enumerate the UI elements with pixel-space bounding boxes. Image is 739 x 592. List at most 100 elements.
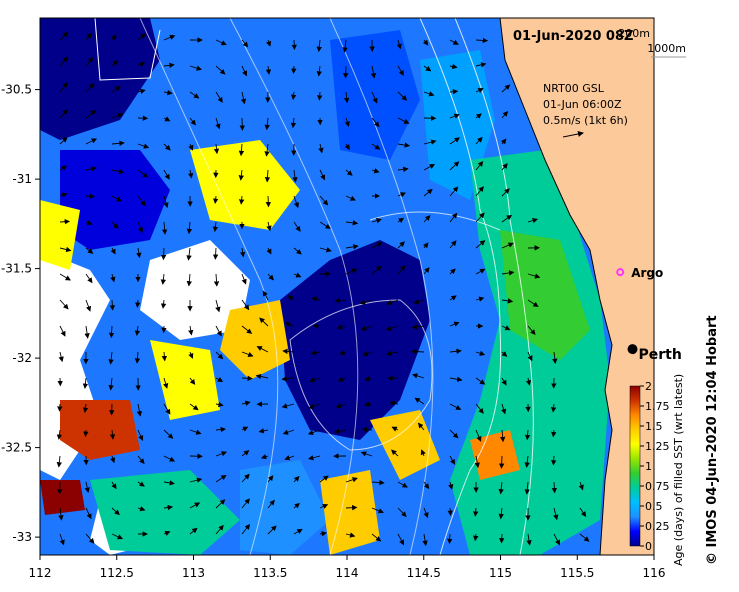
current-vector bbox=[498, 455, 505, 469]
current-vector bbox=[498, 481, 504, 495]
no-data-mid-west bbox=[140, 240, 250, 340]
current-vector bbox=[501, 325, 511, 331]
current-vector bbox=[423, 91, 435, 97]
x-tick-label-7: 115.5 bbox=[560, 566, 594, 580]
current-vector bbox=[501, 214, 513, 223]
current-vector bbox=[267, 273, 274, 281]
current-vector bbox=[414, 397, 425, 405]
current-vector bbox=[551, 455, 557, 466]
current-vector bbox=[371, 265, 382, 275]
current-vector bbox=[423, 267, 430, 275]
current-vector bbox=[475, 403, 484, 414]
current-vector bbox=[238, 195, 245, 205]
current-vector bbox=[449, 39, 459, 45]
current-vector bbox=[59, 165, 67, 171]
current-vector bbox=[307, 429, 321, 436]
current-vector bbox=[411, 324, 425, 330]
current-vector bbox=[161, 221, 168, 235]
depth-contour-a bbox=[94, 18, 161, 81]
current-vector bbox=[345, 504, 358, 511]
current-vector bbox=[136, 403, 143, 417]
current-vector bbox=[111, 140, 125, 146]
current-vector bbox=[293, 528, 303, 535]
x-tick-label-0: 112 bbox=[29, 566, 52, 580]
x-tick-label-1: 112.5 bbox=[100, 566, 134, 580]
current-vector bbox=[267, 525, 277, 535]
x-tick-label-6: 115 bbox=[489, 566, 512, 580]
current-vector bbox=[449, 212, 458, 223]
current-vector bbox=[188, 325, 194, 336]
current-vector bbox=[109, 429, 116, 440]
current-vector bbox=[385, 350, 399, 357]
age-patch-north bbox=[330, 30, 420, 160]
current-vector bbox=[241, 325, 253, 334]
current-vector bbox=[262, 290, 269, 301]
credit-text: © IMOS 04-Jun-2020 12:04 Hobart bbox=[705, 315, 720, 565]
current-vector bbox=[85, 220, 93, 226]
age-patch-yellow-w bbox=[40, 200, 80, 270]
perth-label: Perth bbox=[639, 347, 682, 363]
current-vector bbox=[264, 169, 271, 183]
current-vector bbox=[59, 246, 72, 253]
current-vector bbox=[293, 475, 300, 483]
current-vector bbox=[449, 295, 457, 301]
current-vector bbox=[85, 166, 97, 172]
current-vector bbox=[319, 195, 329, 206]
current-vector bbox=[308, 455, 321, 461]
current-vector bbox=[345, 268, 358, 275]
current-vector bbox=[361, 426, 373, 433]
current-vector bbox=[290, 117, 297, 129]
current-vector bbox=[59, 56, 69, 67]
current-vector bbox=[308, 403, 321, 410]
current-vector bbox=[85, 82, 95, 93]
current-vector bbox=[58, 507, 64, 521]
current-vector bbox=[386, 299, 399, 306]
current-vector bbox=[108, 377, 114, 391]
current-vector bbox=[186, 273, 192, 287]
current-vector bbox=[391, 449, 399, 457]
current-vector bbox=[267, 499, 275, 509]
current-vector bbox=[215, 325, 222, 337]
age-patch-orange-se bbox=[470, 430, 520, 480]
current-vector bbox=[413, 298, 425, 305]
current-vector bbox=[256, 346, 269, 353]
current-vector bbox=[501, 242, 514, 249]
current-vector bbox=[526, 533, 532, 546]
land-western-australia bbox=[499, 18, 654, 555]
current-vector bbox=[345, 195, 356, 201]
current-vector bbox=[345, 477, 358, 483]
current-vector bbox=[59, 137, 68, 145]
current-vector bbox=[161, 351, 168, 362]
current-vector bbox=[241, 426, 249, 432]
current-vector bbox=[449, 429, 459, 439]
current-vector bbox=[163, 89, 173, 96]
current-vector bbox=[59, 81, 68, 93]
current-vector bbox=[239, 247, 246, 258]
age-patch-blue-s bbox=[240, 460, 330, 555]
current-vector bbox=[527, 351, 533, 362]
current-vector bbox=[186, 221, 193, 235]
current-vector bbox=[85, 507, 92, 520]
current-vector bbox=[282, 348, 295, 355]
current-vector bbox=[85, 273, 93, 284]
current-vector bbox=[423, 139, 437, 145]
current-vector bbox=[317, 91, 323, 101]
current-vector bbox=[475, 350, 486, 356]
current-vector bbox=[215, 524, 224, 535]
current-vector bbox=[189, 65, 203, 71]
current-vector bbox=[212, 247, 219, 260]
current-vector bbox=[137, 429, 144, 441]
current-vector bbox=[524, 481, 530, 495]
depth-contour-200m bbox=[454, 18, 534, 555]
colorbar-tick-label-6: 1.5 bbox=[645, 420, 663, 433]
current-vector bbox=[59, 109, 68, 119]
current-vector bbox=[423, 215, 431, 223]
current-vector bbox=[335, 403, 347, 409]
current-vector bbox=[241, 450, 250, 457]
current-vector bbox=[111, 533, 124, 540]
current-vector bbox=[553, 507, 559, 521]
current-vector bbox=[137, 195, 146, 207]
age-patch-coastal-lime bbox=[500, 230, 590, 360]
current-vector bbox=[266, 221, 272, 232]
y-tick-label-1: -31 bbox=[12, 172, 32, 186]
